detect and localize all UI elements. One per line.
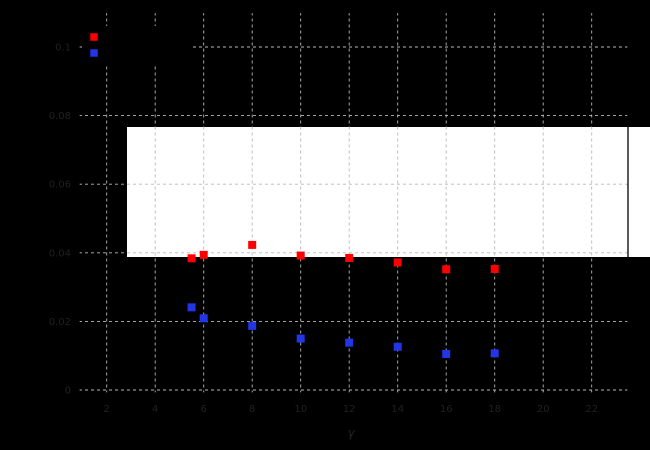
x-tick-label: 6: [201, 404, 207, 415]
y-tick-label: 0.02: [49, 317, 71, 328]
data-point-red: [248, 240, 257, 249]
data-point-red: [187, 254, 196, 263]
x-tick-label: 14: [391, 404, 404, 415]
axis-spines: [78, 11, 629, 394]
y-tick-label: 0.1: [55, 43, 71, 54]
data-point-blue: [442, 349, 451, 358]
data-point-red: [199, 250, 208, 259]
data-point-blue: [199, 314, 208, 323]
data-point-red: [490, 264, 499, 273]
data-point-blue: [345, 338, 354, 347]
y-tick-label: 0.06: [49, 180, 71, 191]
x-tick-label: 22: [585, 404, 598, 415]
legend-swatch-icon: [90, 33, 98, 41]
x-tick-label: 8: [249, 404, 255, 415]
y-tick-label: 0.04: [49, 248, 71, 259]
data-point-red: [442, 265, 451, 274]
x-tick-label: 20: [537, 404, 550, 415]
data-point-blue: [187, 303, 196, 312]
data-point-blue: [296, 334, 305, 343]
x-axis-label: γ: [347, 426, 355, 440]
data-point-red: [296, 251, 305, 260]
white-annotation-box: [127, 127, 650, 257]
x-tick-label: 10: [294, 404, 307, 415]
legend-swatch-icon: [90, 49, 98, 57]
data-point-blue: [490, 349, 499, 358]
x-tick-label: 2: [104, 404, 110, 415]
legend-box: [82, 26, 193, 66]
y-tick-label: 0: [65, 386, 71, 397]
y-tick-label: 0.08: [49, 111, 71, 122]
data-point-red: [393, 258, 402, 267]
data-point-red: [345, 253, 354, 262]
x-tick-label: 18: [488, 404, 501, 415]
x-tick-label: 4: [152, 404, 158, 415]
data-point-blue: [248, 321, 257, 330]
red-series: [187, 240, 499, 274]
data-point-blue: [393, 342, 402, 351]
blue-series: [187, 303, 499, 358]
x-tick-label: 12: [343, 404, 356, 415]
x-tick-label: 16: [440, 404, 453, 415]
